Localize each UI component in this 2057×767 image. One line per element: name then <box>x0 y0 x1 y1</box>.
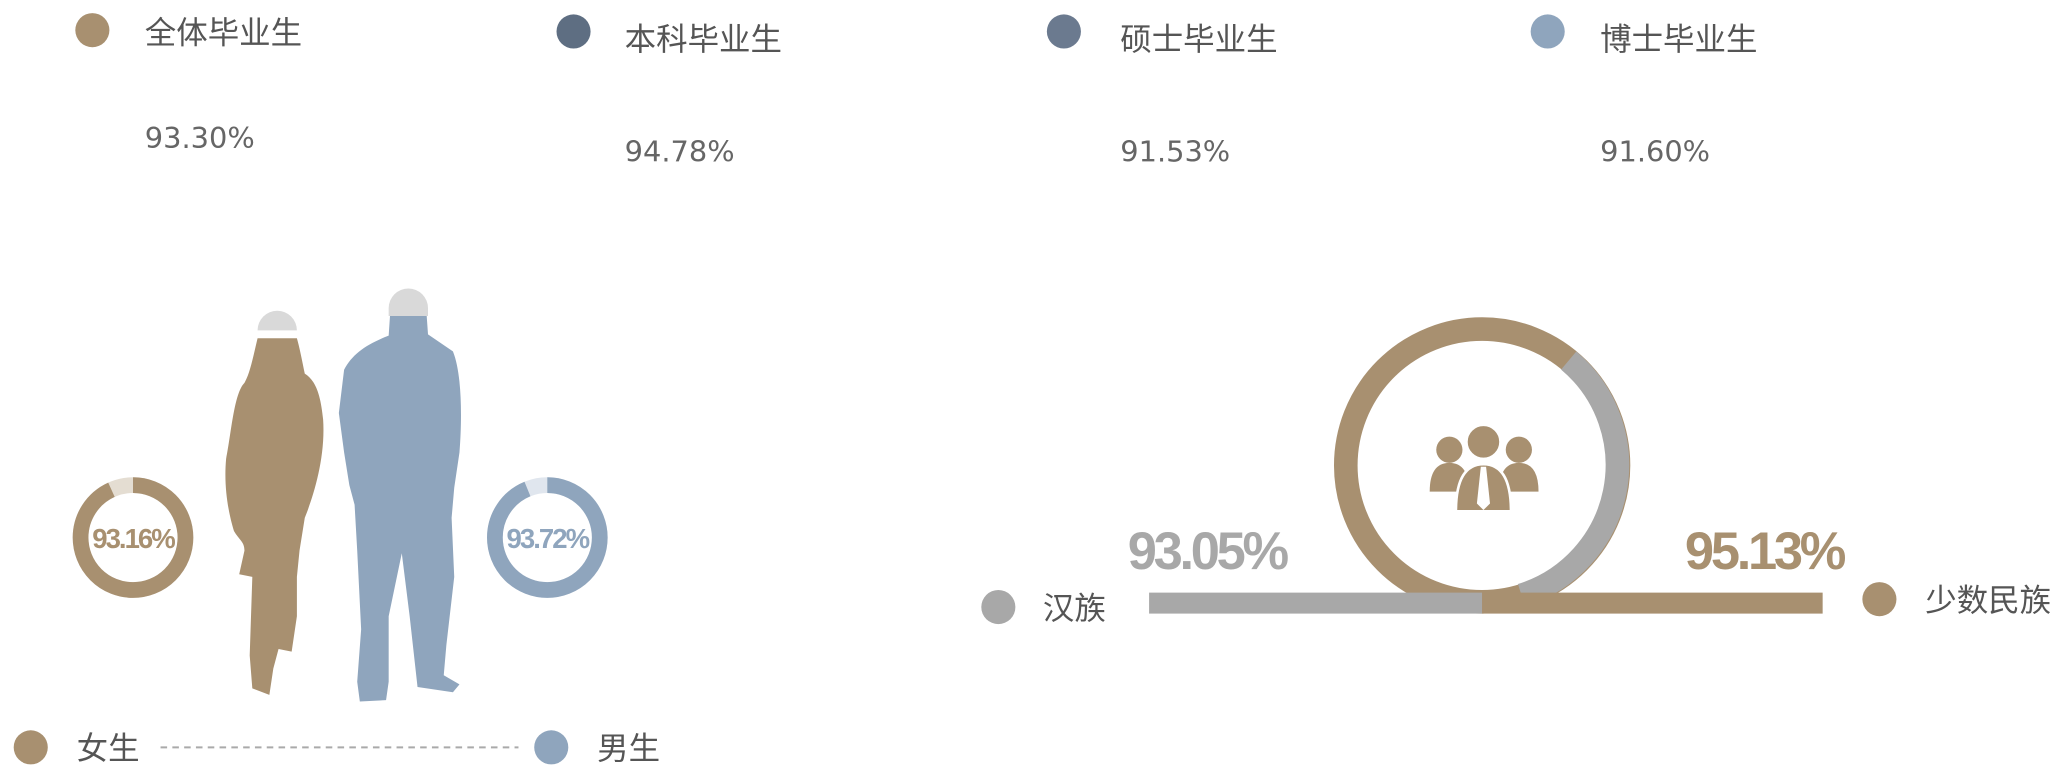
male-donut: 93.72% <box>495 485 600 590</box>
ethnicity: 93.05% 95.13% 汉族 少数民族 <box>981 329 2051 627</box>
stat-value: 91.53% <box>1120 134 1230 168</box>
stat-dot <box>75 13 109 47</box>
bar <box>1482 593 1823 614</box>
stat-label: 硕士毕业生 <box>1120 22 1277 58</box>
legend-label: 少数民族 <box>1925 583 2051 619</box>
female-figure <box>225 311 323 695</box>
stat-label: 博士毕业生 <box>1600 22 1757 58</box>
legend-label: 女生 <box>77 731 140 767</box>
donut-label: 93.16% <box>92 523 175 554</box>
legend-label: 男生 <box>597 731 660 767</box>
stat-label: 全体毕业生 <box>145 15 302 51</box>
stat-value: 93.30% <box>145 121 255 155</box>
male-figure <box>339 288 461 701</box>
bar <box>1149 593 1482 614</box>
stat-dot <box>1531 14 1565 48</box>
stat-dot <box>1047 14 1081 48</box>
stats: 全体毕业生 93.30% 本科毕业生 94.78% 硕士毕业生 91.53% 博… <box>75 13 1757 168</box>
donut-label: 93.72% <box>507 523 590 554</box>
stat-value: 91.60% <box>1600 134 1710 168</box>
stat-value: 94.78% <box>625 134 735 168</box>
legend-label: 汉族 <box>1043 591 1106 627</box>
stat-dot <box>557 14 591 48</box>
gender-legend: 女生 男生 <box>14 730 660 767</box>
people-icon <box>1430 425 1539 512</box>
rate-label: 95.13% <box>1685 523 1846 581</box>
female-donut: 93.16% <box>81 485 186 590</box>
rate-label: 93.05% <box>1128 523 1289 581</box>
stat-label: 本科毕业生 <box>625 22 782 58</box>
infographic: 全体毕业生 93.30% 本科毕业生 94.78% 硕士毕业生 91.53% 博… <box>0 0 2057 767</box>
